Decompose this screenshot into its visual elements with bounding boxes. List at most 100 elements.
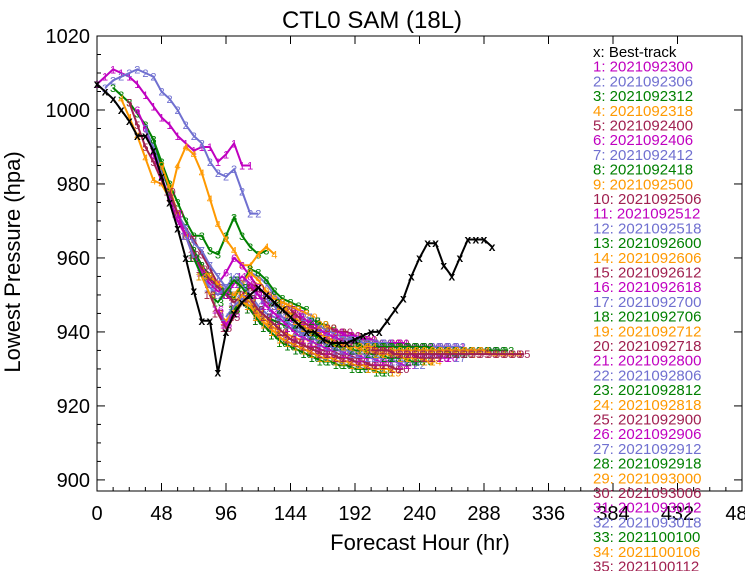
- series-point-label: 3: [142, 120, 148, 132]
- legend-entry: 19: 2021092712: [593, 323, 701, 340]
- series-point-label: 20: [309, 345, 321, 357]
- series-point-label: 6: [231, 253, 237, 265]
- series-point-label: 9: [271, 294, 277, 306]
- best-track-marker: x: [336, 336, 343, 350]
- y-tick-label: 1000: [46, 100, 91, 122]
- series-point-label: 9: [207, 271, 213, 283]
- series-point-label: 7: [142, 124, 148, 136]
- series-point-label: 1: [126, 72, 132, 84]
- series-point-label: 2: [199, 138, 205, 150]
- legend-entry: 16: 2021092618: [593, 279, 701, 296]
- series-line: [265, 297, 420, 367]
- series-point-label: 2: [175, 105, 181, 117]
- series-point-label: 14: [196, 271, 208, 283]
- series-point-label: 12: [236, 279, 248, 291]
- y-tick-label: 980: [57, 174, 90, 196]
- best-track-marker: x: [376, 325, 383, 339]
- series-point-label: 35: [365, 345, 377, 357]
- series-point-label: 9: [312, 312, 318, 324]
- series-point-label: 35: [413, 349, 425, 361]
- series-point-label: 9: [255, 275, 261, 287]
- series-point-label: 9: [287, 301, 293, 313]
- series-point-label: 4: [199, 168, 205, 180]
- series-point-label: 2: [142, 68, 148, 80]
- series-point-label: 3: [175, 198, 181, 210]
- series-point-label: 1: [199, 142, 205, 154]
- best-track-marker: x: [311, 325, 318, 339]
- series-line: [104, 68, 259, 215]
- series-point-label: 4: [223, 235, 229, 247]
- series-point-label: 24: [341, 342, 353, 354]
- series-line: [96, 68, 251, 167]
- legend-entry: 21: 2021092800: [593, 353, 701, 370]
- best-track-marker: x: [303, 325, 310, 339]
- x-tick-label: 384: [596, 503, 629, 525]
- x-tick-label: 96: [215, 503, 237, 525]
- legend-entry: 32: 2021093018: [593, 514, 701, 531]
- series-point-label: 2: [126, 68, 132, 80]
- series-point-label: 20: [389, 364, 401, 376]
- series-point-label: 5: [263, 297, 269, 309]
- series-line: [371, 349, 525, 356]
- series-point-label: 20: [381, 360, 393, 372]
- series-point-label: 4: [158, 179, 164, 191]
- series-point-label: 29: [317, 320, 329, 332]
- y-tick-label: 920: [57, 396, 90, 418]
- best-track-marker: x: [198, 314, 205, 328]
- series-point-label: 2: [223, 172, 229, 184]
- best-track-marker: x: [110, 92, 117, 106]
- y-tick-label: 900: [57, 470, 90, 492]
- series-point-label: 24: [357, 345, 369, 357]
- series-point-label: 3: [231, 212, 237, 224]
- series-point-label: 20: [373, 360, 385, 372]
- series-point-label: 12: [180, 231, 192, 243]
- series-point-label: 11: [204, 279, 215, 291]
- series-point-label: 35: [478, 349, 490, 361]
- series-point-label: 4: [118, 94, 124, 106]
- series-point-label: 8: [247, 264, 253, 276]
- series-point-label: 18: [244, 305, 256, 317]
- series-point-label: 20: [260, 312, 272, 324]
- series-point-label: 19: [333, 357, 345, 369]
- series-point-label: 1: [102, 72, 108, 84]
- series-point-label: 2: [255, 209, 261, 221]
- series-point-label: 9: [296, 305, 302, 317]
- series-point-label: 35: [405, 349, 417, 361]
- series-point-label: 19: [276, 334, 288, 346]
- series-point-label: 20: [268, 320, 280, 332]
- series-point-label: 7: [183, 223, 189, 235]
- series-point-label: 12: [228, 271, 240, 283]
- x-tick-label: 480: [725, 503, 745, 525]
- series-line: [208, 294, 364, 359]
- series-point-label: 19: [373, 364, 385, 376]
- best-track-marker: x: [360, 329, 367, 343]
- best-track-marker: x: [231, 306, 238, 320]
- series-point-label: 8: [296, 301, 302, 313]
- series-point-label: 1: [150, 101, 156, 113]
- series-point-label: 20: [252, 305, 264, 317]
- series-point-label: 4: [255, 249, 261, 261]
- legend-entry: 11: 2021092512: [593, 206, 700, 223]
- series-line: [257, 294, 412, 367]
- series-point-label: 19: [252, 312, 264, 324]
- legend-entry: 3: 2021092312: [593, 88, 693, 105]
- series-line: [120, 98, 276, 267]
- series-point-label: 2: [239, 186, 245, 198]
- series-point-label: 35: [438, 349, 450, 361]
- series-point-label: 20: [292, 338, 304, 350]
- legend-entry: 35: 2021100112: [593, 559, 699, 571]
- x-tick-label: 432: [661, 503, 694, 525]
- best-track-marker: x: [465, 233, 472, 247]
- series-point-label: 7: [263, 279, 269, 291]
- series-point-label: 2: [102, 83, 108, 95]
- series-point-label: 21: [252, 290, 264, 302]
- series-point-label: 20: [397, 364, 409, 376]
- series-point-label: 1: [191, 146, 197, 158]
- series-point-label: 9: [231, 290, 237, 302]
- series-point-label: 4: [191, 149, 197, 161]
- best-track-marker: x: [150, 144, 157, 158]
- series-point-label: 1: [110, 64, 116, 76]
- legend-entry: 22: 2021092806: [593, 367, 701, 384]
- series-point-label: 27: [454, 353, 466, 365]
